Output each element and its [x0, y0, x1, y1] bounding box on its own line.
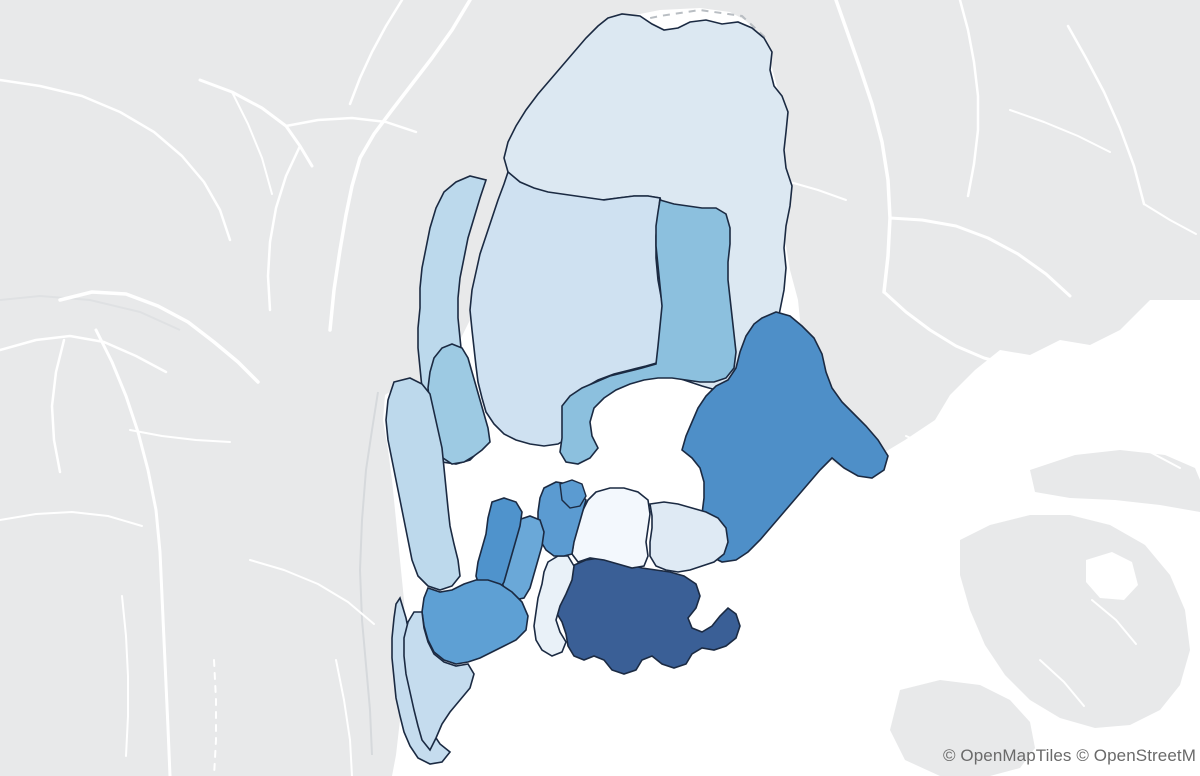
county-penobscot[interactable] — [559, 198, 737, 465]
county-hancock[interactable] — [555, 557, 741, 675]
attribution-text[interactable]: © OpenMapTiles © OpenStreetM — [942, 746, 1196, 765]
map-attribution[interactable]: © OpenMapTiles © OpenStreetM — [939, 744, 1200, 768]
county-cumberland[interactable] — [421, 579, 529, 665]
county-lincoln[interactable] — [533, 555, 575, 657]
county-oxford[interactable] — [385, 377, 461, 591]
county-sliver-interior[interactable] — [559, 479, 587, 509]
county-washington[interactable] — [681, 311, 889, 563]
county-knox[interactable] — [649, 501, 729, 573]
county-york-coastal[interactable] — [403, 611, 475, 752]
